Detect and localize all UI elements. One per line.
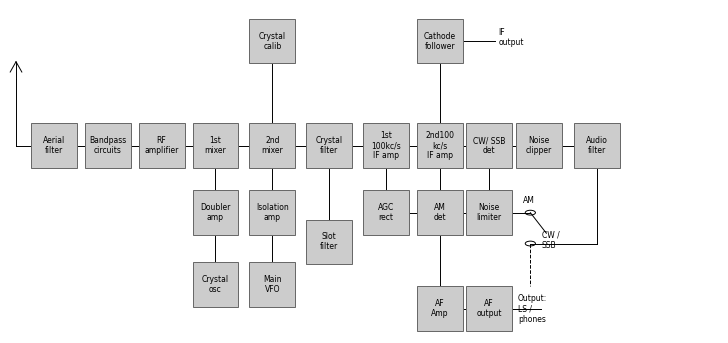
FancyBboxPatch shape: [417, 123, 463, 168]
FancyBboxPatch shape: [417, 19, 463, 63]
Text: IF
output: IF output: [498, 28, 524, 47]
FancyBboxPatch shape: [192, 123, 238, 168]
Text: Crystal
calib: Crystal calib: [258, 32, 286, 51]
FancyBboxPatch shape: [31, 123, 77, 168]
FancyBboxPatch shape: [467, 190, 513, 235]
FancyBboxPatch shape: [250, 123, 296, 168]
FancyBboxPatch shape: [250, 190, 296, 235]
FancyBboxPatch shape: [417, 190, 463, 235]
FancyBboxPatch shape: [417, 286, 463, 331]
Text: RF
amplifier: RF amplifier: [144, 136, 179, 155]
FancyBboxPatch shape: [306, 123, 352, 168]
Text: Output:
LS /
phones: Output: LS / phones: [518, 294, 547, 323]
FancyBboxPatch shape: [306, 220, 352, 264]
FancyBboxPatch shape: [515, 123, 562, 168]
Text: 1st
mixer: 1st mixer: [205, 136, 226, 155]
Text: CW/ SSB
det: CW/ SSB det: [473, 136, 505, 155]
Text: Noise
clipper: Noise clipper: [526, 136, 552, 155]
FancyBboxPatch shape: [574, 123, 620, 168]
Text: 2nd100
kc/s
IF amp: 2nd100 kc/s IF amp: [425, 131, 454, 160]
FancyBboxPatch shape: [84, 123, 131, 168]
Text: Noise
limiter: Noise limiter: [477, 203, 502, 222]
Text: Bandpass
circuits: Bandpass circuits: [89, 136, 127, 155]
Text: AGC
rect: AGC rect: [378, 203, 394, 222]
Text: Aerial
filter: Aerial filter: [43, 136, 65, 155]
Text: 2nd
mixer: 2nd mixer: [261, 136, 283, 155]
FancyBboxPatch shape: [467, 123, 513, 168]
Text: AF
output: AF output: [476, 299, 502, 318]
FancyBboxPatch shape: [192, 262, 238, 307]
FancyBboxPatch shape: [363, 190, 409, 235]
Text: Audio
filter: Audio filter: [586, 136, 608, 155]
Text: Cathode
follower: Cathode follower: [424, 32, 456, 51]
Text: AM
det: AM det: [433, 203, 446, 222]
Text: CW /
SSB: CW / SSB: [542, 230, 560, 250]
Text: Slot
filter: Slot filter: [320, 232, 339, 251]
FancyBboxPatch shape: [467, 286, 513, 331]
Text: Doubler
amp: Doubler amp: [200, 203, 231, 222]
FancyBboxPatch shape: [192, 190, 238, 235]
Text: 1st
100kc/s
IF amp: 1st 100kc/s IF amp: [371, 131, 400, 160]
FancyBboxPatch shape: [250, 262, 296, 307]
Text: Main
VFO: Main VFO: [263, 275, 282, 294]
FancyBboxPatch shape: [250, 19, 296, 63]
Text: Isolation
amp: Isolation amp: [256, 203, 288, 222]
FancyBboxPatch shape: [138, 123, 185, 168]
Text: Crystal
filter: Crystal filter: [315, 136, 343, 155]
Text: Crystal
osc: Crystal osc: [202, 275, 229, 294]
Text: AF
Amp: AF Amp: [431, 299, 448, 318]
Text: AM: AM: [523, 196, 535, 205]
FancyBboxPatch shape: [363, 123, 409, 168]
